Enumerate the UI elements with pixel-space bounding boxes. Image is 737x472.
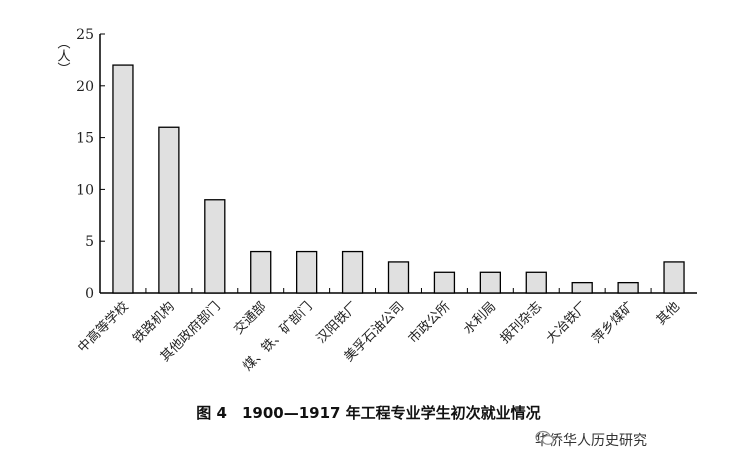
y-tick-label: 10: [76, 182, 94, 198]
y-tick-label: 5: [85, 234, 94, 250]
x-tick-label: 报刊杂志: [498, 299, 545, 346]
x-tick-label: 市政公所: [405, 299, 453, 347]
bar: [663, 261, 685, 294]
bar: [387, 261, 410, 294]
bar: [571, 281, 593, 294]
chart-caption: 图 4 1900—1917 年工程专业学生初次就业情况: [196, 404, 541, 422]
y-tick-label: 0: [85, 286, 94, 302]
x-tick-label: 交通部: [231, 299, 270, 338]
bar: [296, 250, 318, 294]
bar: [158, 126, 180, 294]
bar: [250, 250, 272, 294]
x-tick-label: 其他: [654, 299, 683, 328]
bar: [525, 271, 547, 294]
y-tick-label: 15: [76, 131, 94, 147]
wechat-icon: [535, 430, 555, 445]
bar: [112, 64, 134, 294]
bar: [617, 281, 639, 294]
watermark-text: 华侨华人历史研究: [535, 433, 647, 449]
bar: [204, 199, 226, 294]
bar: [479, 271, 501, 294]
bar: [341, 250, 364, 294]
x-tick-label: 大冶铁厂: [544, 299, 591, 346]
y-tick-label: 25: [76, 27, 94, 43]
y-axis-label: （人）: [55, 36, 71, 75]
y-tick-label: 20: [76, 79, 94, 95]
bar: [433, 271, 456, 294]
x-tick-label: 中高等学校: [75, 299, 132, 356]
x-tick-label: 汉阳铁厂: [314, 299, 361, 346]
watermark: 华侨华人历史研究: [535, 430, 647, 450]
x-tick-label: 铁路机构: [130, 299, 178, 347]
x-tick-label: 萍乡煤矿: [590, 299, 637, 346]
x-tick-label: 水利局: [461, 299, 499, 337]
